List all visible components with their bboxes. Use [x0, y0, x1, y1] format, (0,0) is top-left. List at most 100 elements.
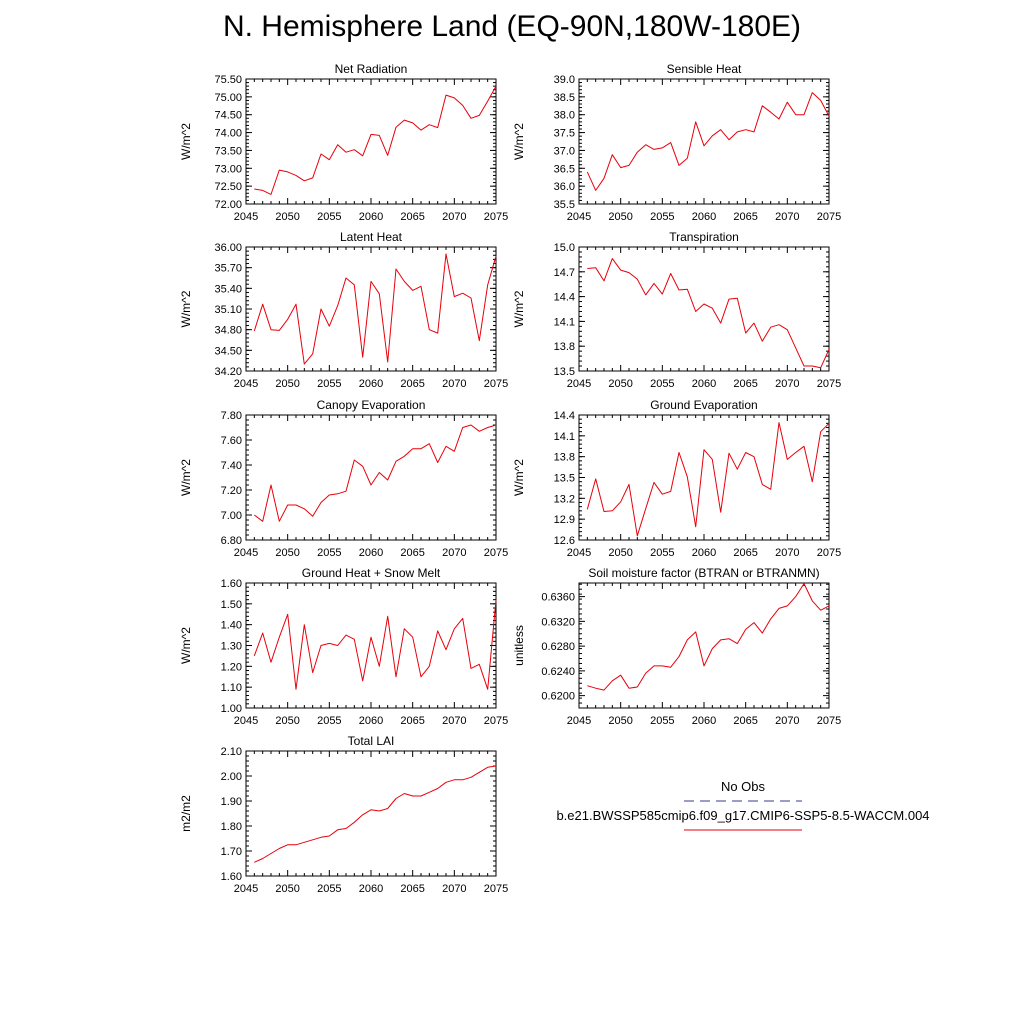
x-tick-label: 2060 — [692, 378, 716, 390]
series-line — [253, 599, 497, 690]
x-tick-label: 2060 — [359, 715, 383, 727]
x-tick-label: 2045 — [234, 715, 258, 727]
y-axis-label: W/m^2 — [512, 459, 526, 496]
series-line — [253, 253, 497, 365]
y-tick-label: 36.0 — [554, 181, 575, 193]
series-line — [254, 85, 497, 195]
y-tick-label: 14.1 — [554, 431, 575, 443]
chart-panel: Total LAI m2/m2 2045 2050 2055 2060 2065 2070 20… — [179, 734, 508, 895]
y-tick-label: 34.80 — [214, 325, 242, 337]
y-axis-label: m2/m2 — [179, 795, 193, 832]
x-tick-label: 2060 — [692, 211, 716, 223]
x-tick-label: 2055 — [650, 211, 674, 223]
x-tick-label: 2055 — [317, 547, 341, 559]
y-tick-label: 6.80 — [221, 535, 242, 547]
x-tick-label: 2065 — [400, 883, 424, 895]
chart-panel: Ground Evaporation W/m^2 2045 2050 2055 2060 2… — [512, 398, 841, 559]
y-tick-label: 35.5 — [554, 199, 575, 211]
y-tick-label: 1.30 — [221, 641, 242, 653]
y-axis-label: W/m^2 — [512, 123, 526, 160]
x-tick-label: 2055 — [650, 547, 674, 559]
y-tick-label: 0.6360 — [541, 592, 575, 604]
x-tick-label: 2045 — [567, 211, 591, 223]
page-title: N. Hemisphere Land (EQ-90N,180W-180E) — [222, 10, 802, 43]
y-tick-label: 36.00 — [214, 242, 242, 254]
y-tick-label: 38.0 — [554, 110, 575, 122]
x-tick-label: 2070 — [775, 547, 799, 559]
y-tick-label: 73.00 — [214, 163, 242, 175]
legend-obs-label: No Obs — [721, 779, 766, 794]
x-tick-label: 2045 — [234, 547, 258, 559]
x-tick-label: 2050 — [275, 883, 299, 895]
series-line — [587, 258, 830, 369]
y-tick-label: 34.20 — [214, 366, 242, 378]
x-tick-label: 2065 — [733, 378, 757, 390]
x-tick-label: 2070 — [442, 883, 466, 895]
x-tick-label: 2075 — [484, 883, 508, 895]
x-tick-label: 2070 — [442, 211, 466, 223]
y-tick-label: 75.00 — [214, 92, 242, 104]
x-tick-label: 2050 — [608, 547, 632, 559]
x-tick-label: 2055 — [650, 715, 674, 727]
y-tick-label: 35.10 — [214, 304, 242, 316]
x-tick-label: 2060 — [359, 211, 383, 223]
y-axis-label: W/m^2 — [179, 627, 193, 664]
y-tick-label: 7.60 — [221, 435, 242, 447]
y-tick-label: 39.0 — [554, 74, 575, 86]
y-tick-label: 13.2 — [554, 493, 575, 505]
y-tick-label: 36.5 — [554, 163, 575, 175]
y-tick-label: 14.4 — [554, 410, 575, 422]
x-tick-label: 2055 — [317, 211, 341, 223]
x-tick-label: 2060 — [359, 547, 383, 559]
y-axis-label: unitless — [512, 625, 526, 666]
y-tick-label: 1.50 — [221, 599, 242, 611]
x-tick-label: 2060 — [359, 883, 383, 895]
y-tick-label: 2.00 — [221, 771, 242, 783]
y-tick-label: 13.8 — [554, 341, 575, 353]
y-tick-label: 0.6200 — [541, 691, 575, 703]
x-tick-label: 2055 — [317, 883, 341, 895]
y-tick-label: 1.00 — [221, 703, 242, 715]
x-tick-label: 2045 — [234, 378, 258, 390]
x-tick-label: 2075 — [484, 211, 508, 223]
x-tick-label: 2075 — [817, 547, 841, 559]
y-tick-label: 1.60 — [221, 871, 242, 883]
chart-panel: Sensible Heat W/m^2 2045 2050 2055 2060 2065 20… — [512, 62, 841, 223]
y-tick-label: 13.5 — [554, 473, 575, 485]
x-tick-label: 2050 — [608, 211, 632, 223]
y-axis-label: W/m^2 — [179, 459, 193, 496]
x-tick-label: 2050 — [275, 378, 299, 390]
x-tick-label: 2045 — [234, 883, 258, 895]
legend-case-label: b.e21.BWSSP585cmip6.f09_g17.CMIP6-SSP5-8… — [556, 808, 929, 823]
x-tick-label: 2060 — [359, 378, 383, 390]
y-tick-label: 1.90 — [221, 796, 242, 808]
y-tick-label: 1.10 — [221, 682, 242, 694]
x-tick-label: 2045 — [567, 547, 591, 559]
y-tick-label: 1.40 — [221, 620, 242, 632]
x-tick-label: 2055 — [317, 378, 341, 390]
y-tick-label: 1.80 — [221, 821, 242, 833]
chart-title: Net Radiation — [335, 62, 408, 76]
chart-title: Canopy Evaporation — [317, 398, 426, 412]
y-tick-label: 37.5 — [554, 128, 575, 140]
y-tick-label: 13.5 — [554, 366, 575, 378]
x-tick-label: 2075 — [484, 715, 508, 727]
chart-panel: Net Radiation W/m^2 2045 2050 2055 2060 2065 20… — [179, 62, 508, 223]
x-tick-label: 2055 — [650, 378, 674, 390]
y-tick-label: 1.20 — [221, 661, 242, 673]
x-tick-label: 2070 — [442, 547, 466, 559]
y-tick-label: 14.4 — [554, 292, 575, 304]
y-tick-label: 7.40 — [221, 460, 242, 472]
series-line — [254, 424, 497, 522]
chart-title: Latent Heat — [340, 230, 403, 244]
x-tick-label: 2045 — [567, 715, 591, 727]
y-tick-label: 7.00 — [221, 510, 242, 522]
chart-panel: Latent Heat W/m^2 2045 2050 2055 2060 2065 2070… — [179, 230, 508, 390]
y-axis-label: W/m^2 — [512, 290, 526, 327]
x-tick-label: 2045 — [567, 378, 591, 390]
x-tick-label: 2065 — [400, 547, 424, 559]
x-tick-label: 2065 — [733, 547, 757, 559]
chart-title: Ground Evaporation — [650, 398, 757, 412]
chart-panel: Soil moisture factor (BTRAN or BTRANMN) u… — [512, 566, 841, 727]
